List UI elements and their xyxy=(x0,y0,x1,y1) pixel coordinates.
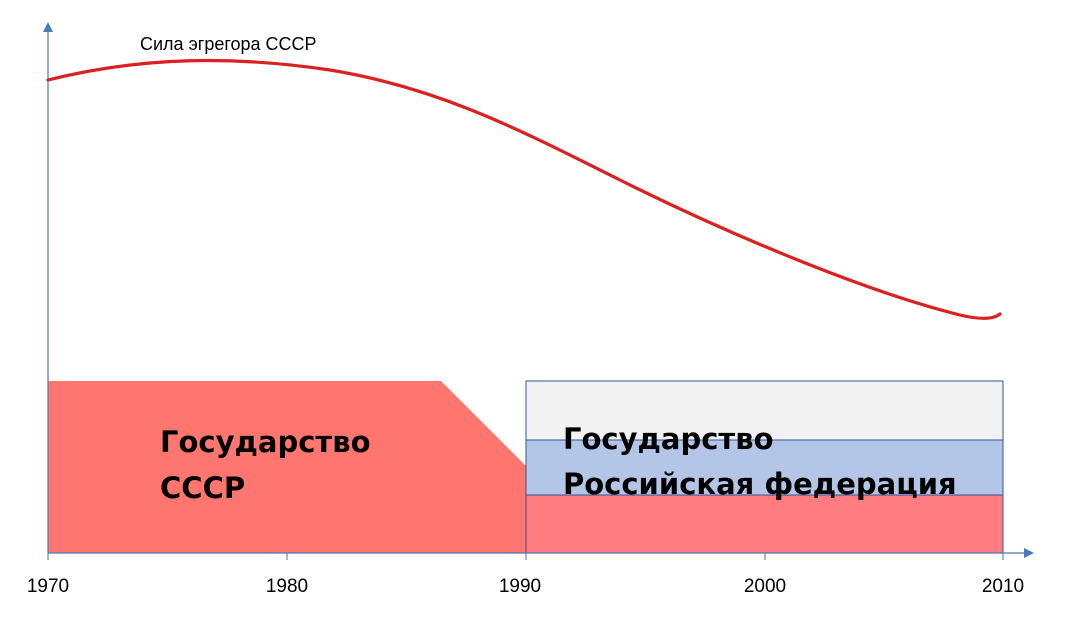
ussr-state-block xyxy=(48,381,526,553)
tick-label-1990: 1990 xyxy=(499,576,541,597)
tick-label-1970: 1970 xyxy=(27,576,69,597)
rf-block-label-line1: Государство xyxy=(563,422,774,456)
rf-band-top xyxy=(525,380,1004,441)
x-axis-ticks xyxy=(47,553,1004,560)
ussr-block-label-line1: Государство xyxy=(160,425,371,459)
rf-band-bottom xyxy=(525,494,1004,554)
tick-label-2000: 2000 xyxy=(744,576,786,597)
egregor-strength-curve xyxy=(46,58,1002,320)
rf-state-block xyxy=(525,380,1004,554)
rf-block-label-line2: Российская федерация xyxy=(563,467,957,501)
tick-label-2010: 2010 xyxy=(982,576,1024,597)
ussr-block-label-line2: СССР xyxy=(160,471,245,505)
tick-label-1980: 1980 xyxy=(266,576,308,597)
rf-band-middle xyxy=(525,439,1004,496)
curve-label: Сила эгрегора СССР xyxy=(140,34,317,54)
